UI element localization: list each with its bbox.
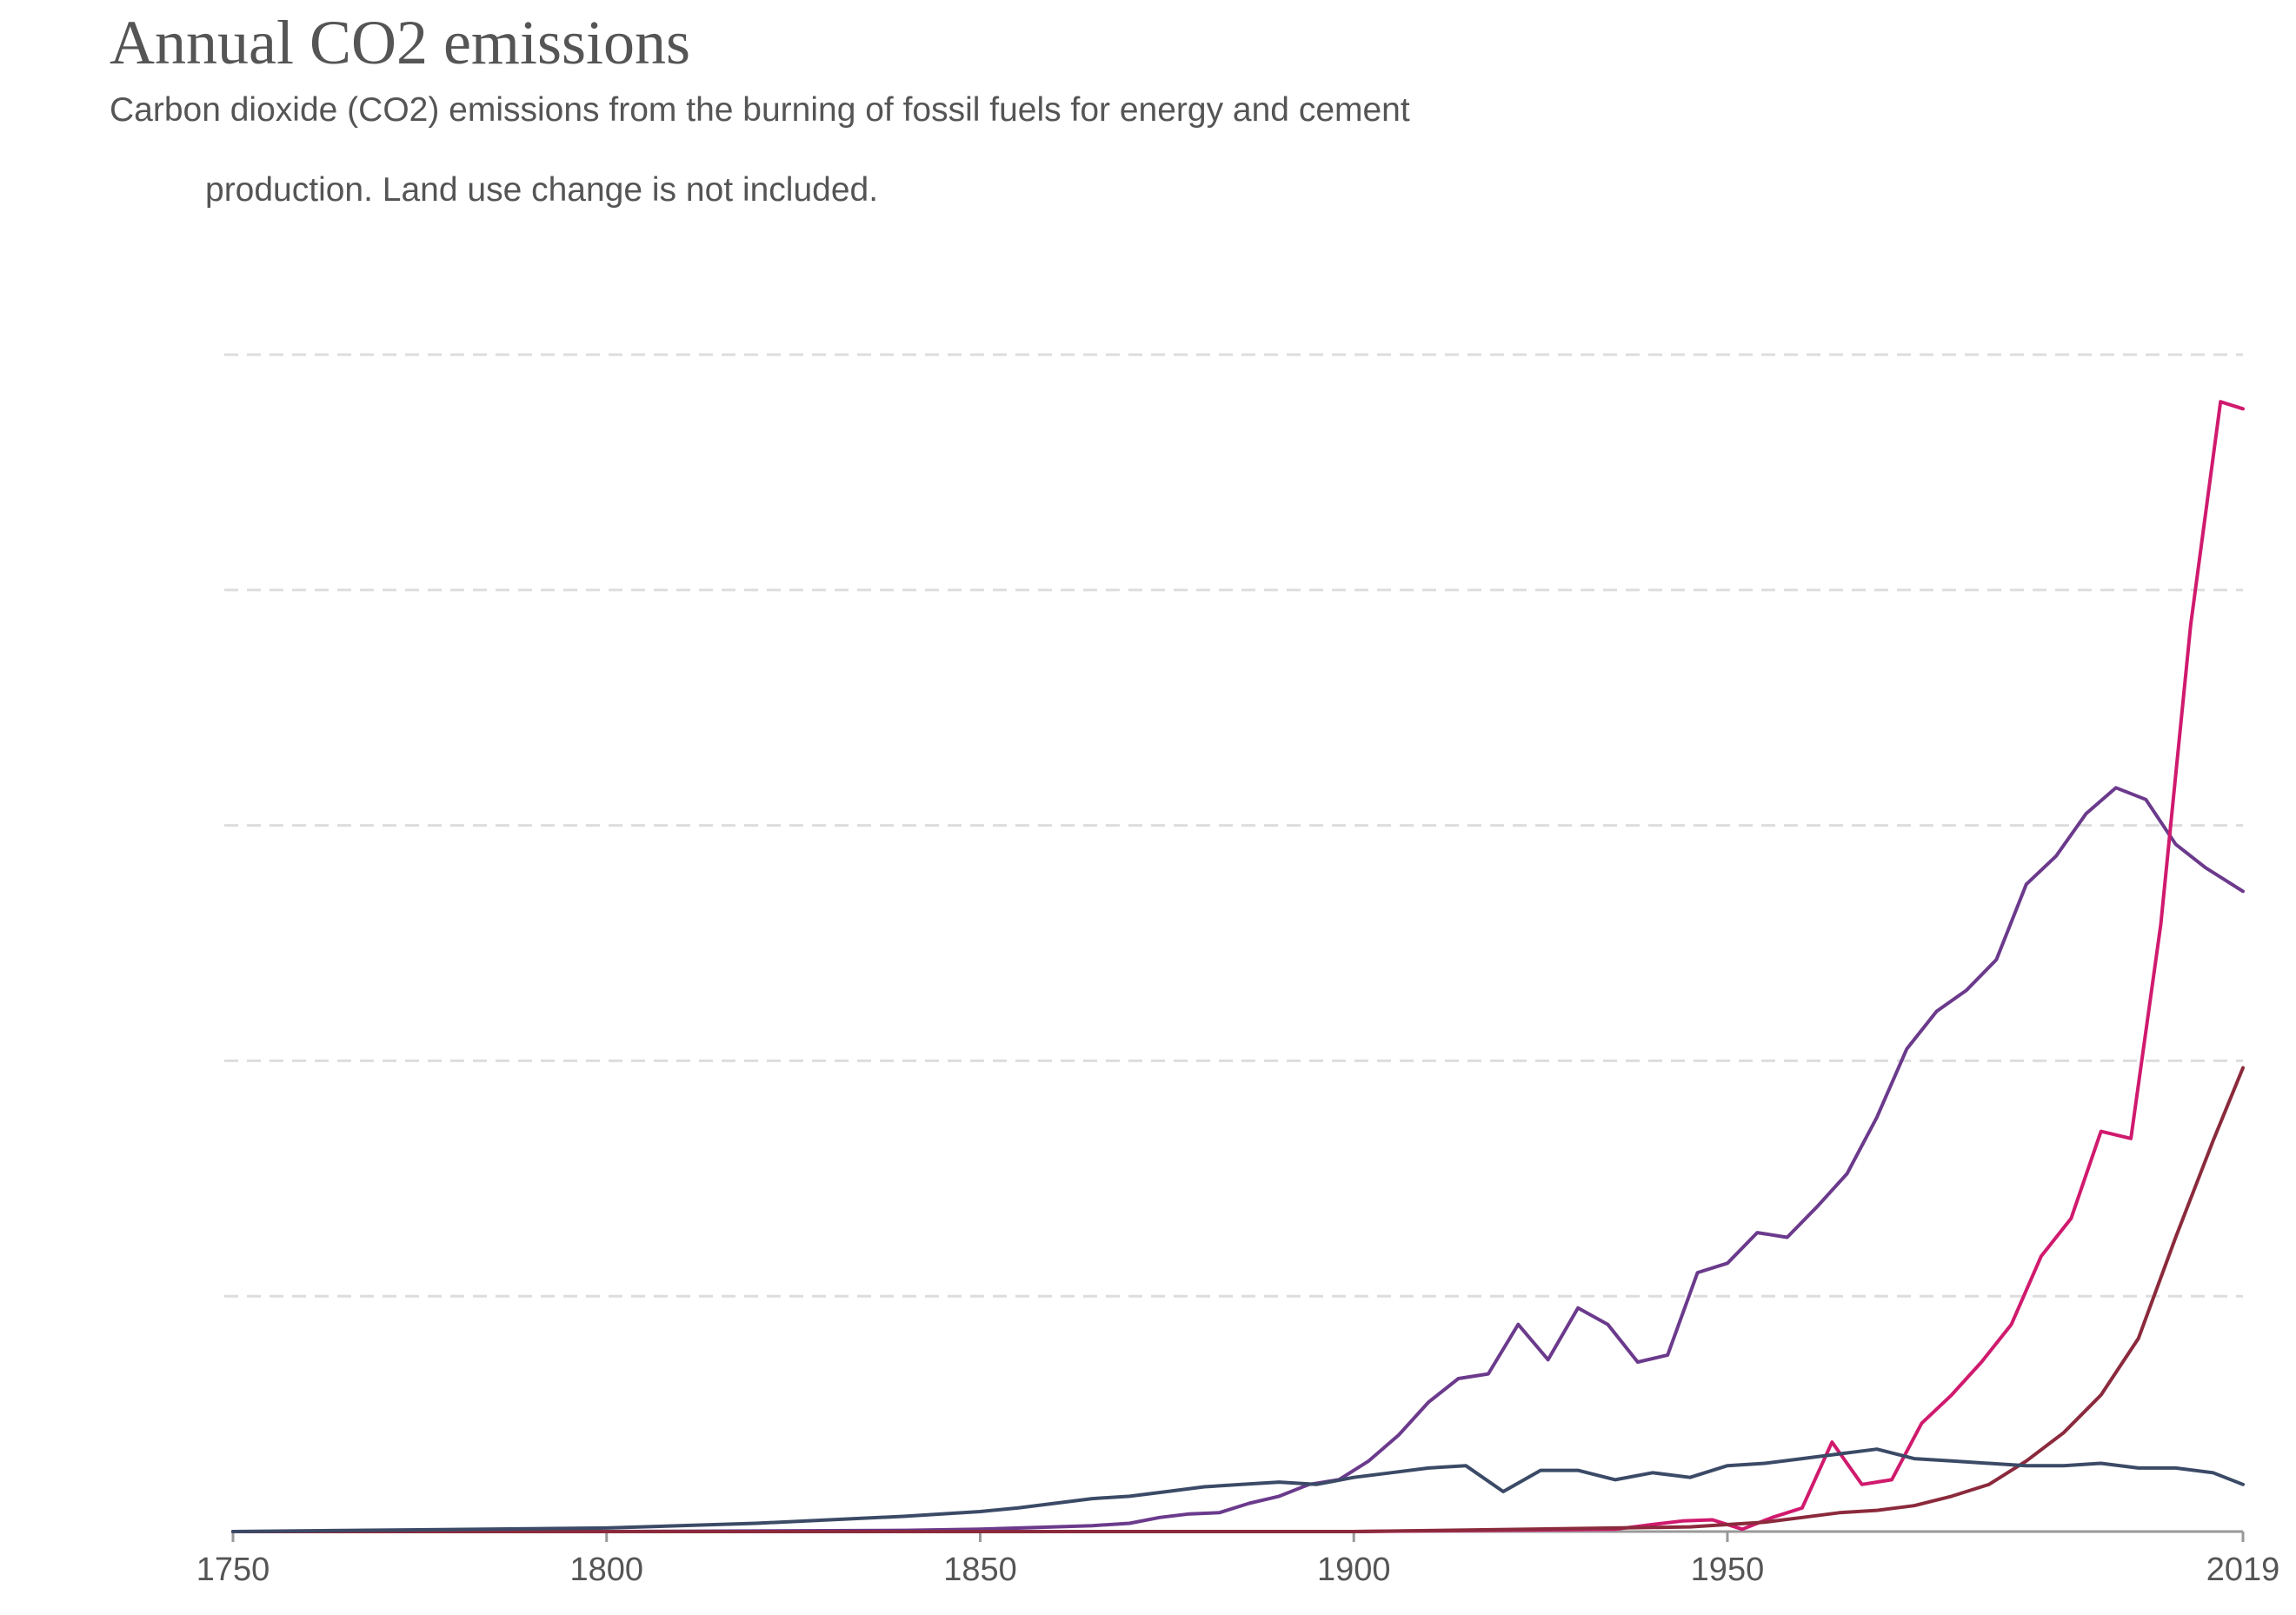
x-tick-label: 1800 [569,1552,643,1588]
x-tick-label: 1750 [196,1552,270,1588]
chart-title: Annual CO2 emissions [110,8,691,77]
series-lines [231,400,2245,1533]
series-line-3 [231,1066,2245,1533]
x-axis: 1750 1800 1850 1900 1950 2019 [196,1530,2280,1588]
chart-subtitle-line-2: production. Land use change is not inclu… [205,171,879,209]
chart-subtitle-line-1: Carbon dioxide (CO2) emissions from the … [110,91,1410,129]
x-tick-label: 1950 [1691,1552,1765,1588]
series-line-4 [231,1447,2245,1533]
series-line-1 [231,786,2245,1533]
x-tick-label: 1850 [943,1552,1017,1588]
x-tick-label: 2019 [2206,1552,2280,1588]
x-tick-label: 1900 [1317,1552,1391,1588]
gridlines [224,353,2243,1298]
series-line-2 [231,400,2245,1533]
